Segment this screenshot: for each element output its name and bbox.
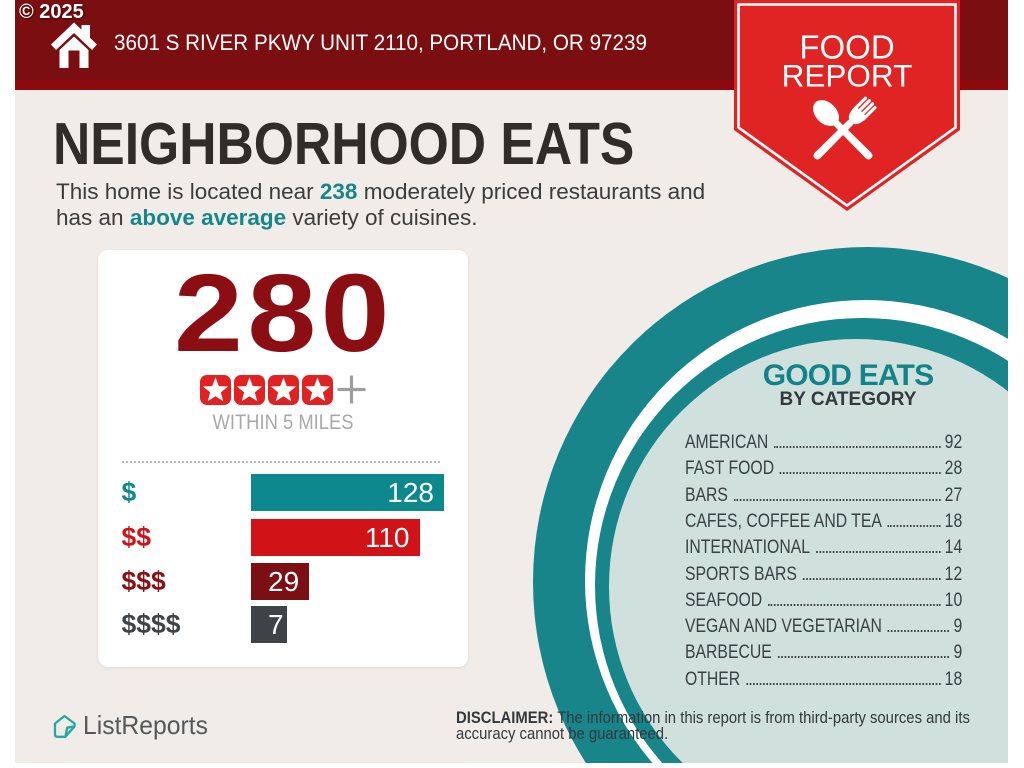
svg-text:FOOD: FOOD [799, 29, 894, 66]
svg-text:REPORT: REPORT [782, 58, 913, 94]
